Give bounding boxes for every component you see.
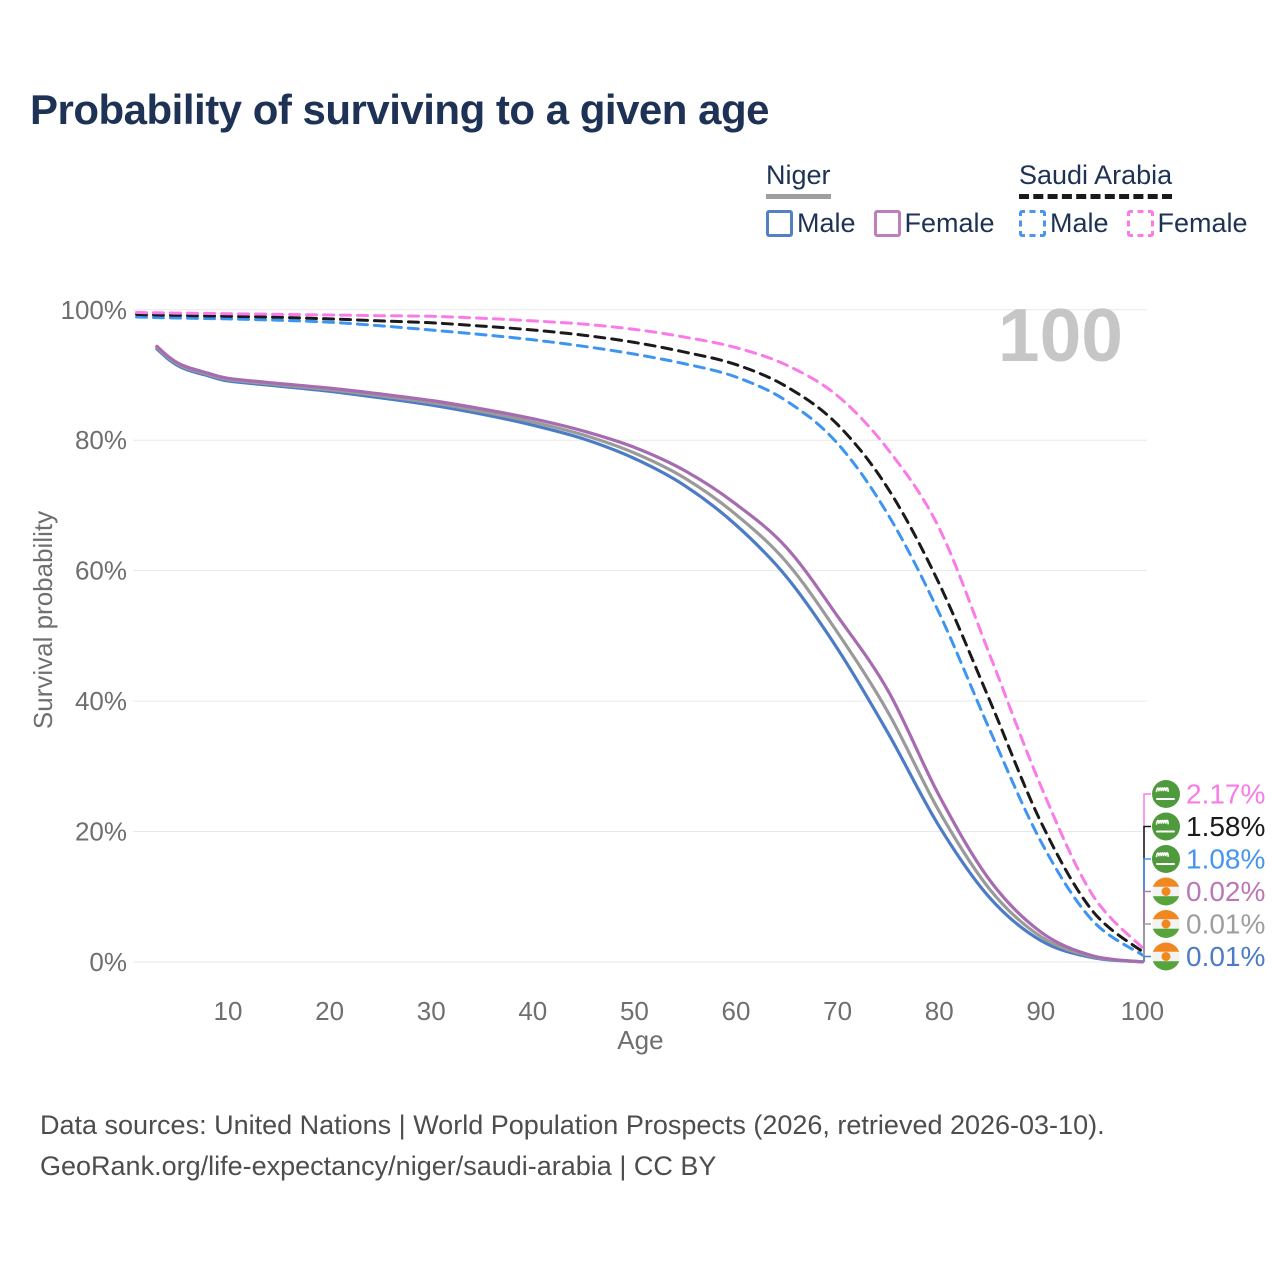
legend-label-saudi-male: Male [1050,208,1109,238]
flag-icon-niger [1152,942,1180,971]
legend-item-saudi-female[interactable]: Female [1126,208,1248,239]
flag-icon-saudi-arabia [1152,845,1180,873]
x-tick-label: 20 [315,996,344,1026]
legend-items-niger: Male Female [766,208,995,239]
x-tick-label: 100 [1121,996,1164,1026]
legend-group-saudi-arabia: Saudi Arabia Male Female [1019,160,1248,239]
x-tick-label: 40 [518,996,547,1026]
legend-items-saudi-arabia: Male Female [1019,208,1248,239]
series-line-niger-male [155,347,1144,964]
x-tick-label: 90 [1026,996,1055,1026]
end-label-connector-niger-both [1143,923,1151,962]
legend-label-niger-female: Female [904,208,995,238]
y-tick-label: 0% [89,947,127,977]
end-label-value-saudi-male: 1.08% [1186,844,1265,875]
footer-data-sources: Data sources: United Nations | World Pop… [40,1110,1105,1140]
end-label-value-niger-female: 0.02% [1186,876,1265,907]
x-tick-label: 50 [620,996,649,1026]
legend-country-niger: Niger [766,160,831,199]
y-tick-label: 100% [61,295,128,325]
series-line-saudi-both [135,312,1144,954]
y-tick-label: 40% [75,686,127,716]
legend-swatch-niger-male [766,210,793,237]
y-axis-title: Survival probability [28,511,58,729]
footer: Data sources: United Nations | World Pop… [40,1105,1105,1187]
flag-icon-saudi-arabia [1152,780,1180,808]
end-label-connector-niger-female [1143,890,1151,962]
end-label-value-niger-both: 0.01% [1186,909,1265,940]
footer-attribution: GeoRank.org/life-expectancy/niger/saudi-… [40,1151,717,1181]
flag-icon-niger [1152,877,1180,906]
age-watermark: 100 [998,293,1123,377]
series-line-niger-female [155,344,1144,964]
legend-label-saudi-female: Female [1157,208,1248,238]
x-tick-label: 80 [925,996,954,1026]
x-tick-label: 30 [417,996,446,1026]
flag-icon-saudi-arabia [1152,812,1180,841]
legend-group-niger: Niger Male Female [766,160,995,239]
x-tick-label: 10 [214,996,243,1026]
legend-item-niger-female[interactable]: Female [873,208,995,239]
end-label-value-saudi-both: 1.58% [1186,811,1265,842]
chart-title: Probability of surviving to a given age [30,86,769,133]
legend-swatch-niger-female [873,210,901,237]
end-label-connector-saudi-both [1143,825,1151,952]
end-label-value-saudi-female: 2.17% [1186,779,1265,810]
legend-item-saudi-male[interactable]: Male [1019,208,1109,239]
flag-icon-niger [1152,910,1180,938]
end-label-value-niger-male: 0.01% [1186,941,1265,972]
x-axis-title: Age [617,1025,663,1055]
x-tick-label: 60 [722,996,751,1026]
legend-swatch-saudi-male [1019,210,1046,237]
legend-item-niger-male[interactable]: Male [766,208,856,239]
y-tick-label: 60% [75,556,127,586]
x-tick-label: 70 [823,996,852,1026]
series-line-saudi-male [135,315,1144,957]
legend-country-saudi-arabia: Saudi Arabia [1019,160,1173,199]
series-line-saudi-female [135,310,1144,950]
y-tick-label: 20% [75,817,127,847]
legend-label-niger-male: Male [797,208,856,238]
end-label-connector-saudi-male [1143,858,1151,955]
y-tick-label: 80% [75,425,127,455]
legend-swatch-saudi-female [1126,210,1154,237]
end-label-connector-niger-male [1143,955,1151,962]
